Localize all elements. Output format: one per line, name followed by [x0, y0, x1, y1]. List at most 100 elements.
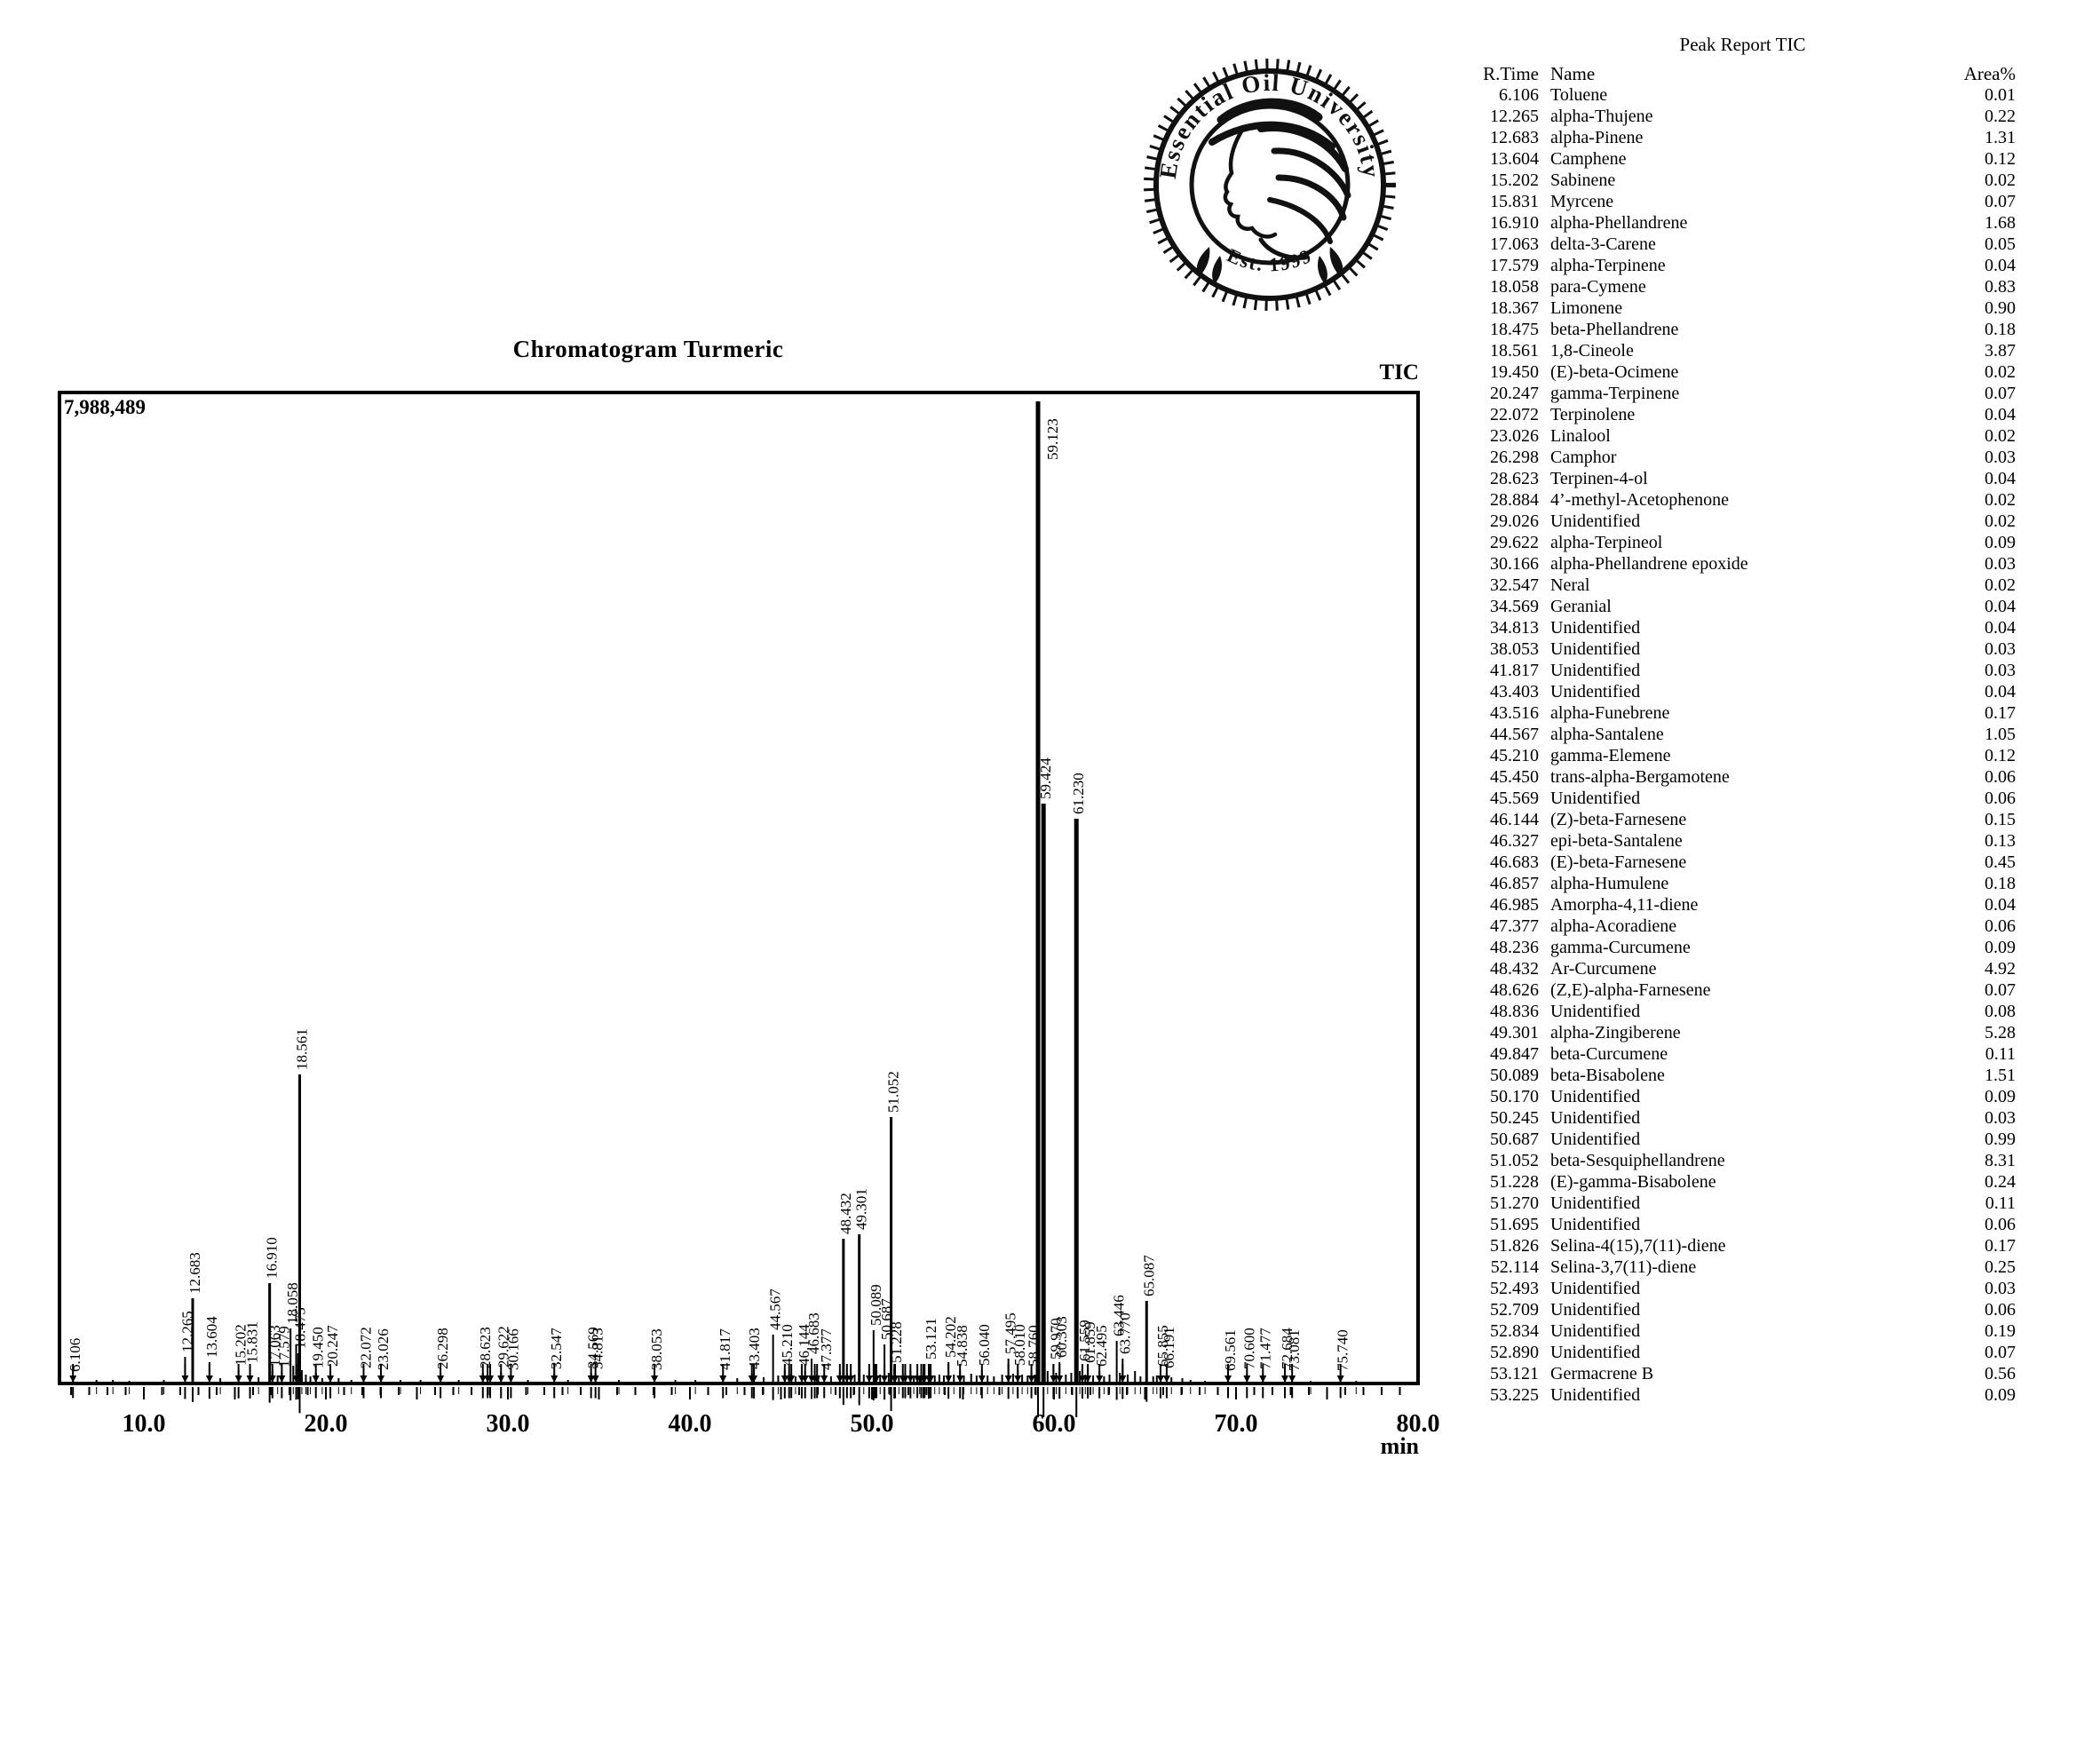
cell-name: Unidentified: [1550, 639, 1641, 659]
cell-area: 0.06: [1985, 1300, 2016, 1320]
logo-woman-face-art: [1196, 98, 1351, 284]
cell-area: 1.05: [1985, 725, 2016, 744]
y-full-scale-label: 7,988,489: [64, 396, 146, 418]
cell-name: alpha-Zingiberene: [1550, 1023, 1681, 1042]
cell-area: 0.07: [1985, 980, 2016, 1000]
peak-rt-label: 54.202: [942, 1316, 959, 1358]
peak-arrow-icon: [1162, 1375, 1170, 1383]
peak-arrow-icon: [1056, 1375, 1064, 1383]
cell-rtime: 18.058: [1490, 277, 1539, 297]
table-row: 6.106 Toluene 0.01: [1470, 84, 2016, 106]
peak-rt-label: 51.052: [885, 1071, 902, 1113]
cell-name: Amorpha-4,11-diene: [1550, 895, 1699, 915]
peak-arrow-icon: [205, 1375, 213, 1383]
peak-arrow-icon: [278, 1375, 286, 1383]
peak-arrow-icon: [327, 1375, 335, 1383]
peak-arrow-icon: [1224, 1375, 1232, 1383]
cell-rtime: 18.475: [1490, 320, 1539, 339]
signal-type-label: TIC: [1379, 361, 1419, 384]
table-row: 18.561 1,8-Cineole 3.87: [1470, 340, 2016, 361]
cell-rtime: 46.327: [1490, 831, 1539, 851]
cell-name: beta-Phellandrene: [1550, 320, 1679, 339]
peak-arrow-icon: [901, 1375, 909, 1383]
table-row: 29.026 Unidentified 0.02: [1470, 511, 2016, 532]
peak-arrow-icon: [907, 1375, 915, 1383]
cell-rtime: 41.817: [1490, 661, 1539, 680]
cell-area: 1.51: [1985, 1066, 2016, 1085]
table-row: 38.053 Unidentified 0.03: [1470, 638, 2016, 660]
peak-rt-label: 66.191: [1161, 1327, 1177, 1368]
peak-arrow-icon: [651, 1375, 659, 1383]
essential-oil-university-logo: Essential Oil University Est. 1999: [1144, 59, 1396, 311]
peak-rt-label: 15.831: [244, 1321, 261, 1363]
peak-rt-label: 57.495: [1002, 1312, 1019, 1354]
cell-area: 0.56: [1985, 1364, 2016, 1383]
cell-rtime: 19.450: [1490, 362, 1539, 382]
peak-arrow-icon: [1259, 1375, 1267, 1383]
cell-area: 1.68: [1985, 213, 2016, 233]
cell-name: Unidentified: [1550, 1343, 1641, 1362]
cell-rtime: 48.432: [1490, 959, 1539, 979]
cell-name: Myrcene: [1550, 192, 1614, 211]
cell-rtime: 53.225: [1490, 1385, 1539, 1405]
peak-rt-label: 34.813: [590, 1328, 606, 1369]
peak-rt-label: 49.301: [853, 1188, 870, 1230]
logo-inner-ring: [1189, 104, 1351, 266]
peak-rt-label: 59.424: [1037, 757, 1054, 799]
table-row: 51.270 Unidentified 0.11: [1470, 1193, 2016, 1214]
peak-arrow-icon: [927, 1375, 935, 1383]
cell-area: 0.04: [1985, 405, 2016, 424]
peak-arrow-icon: [246, 1375, 254, 1383]
table-row: 46.683 (E)-beta-Farnesene 0.45: [1470, 852, 2016, 873]
peak-arrow-icon: [788, 1375, 796, 1383]
peak-rt-label: 60.303: [1053, 1316, 1070, 1358]
peak-rt-label: 61.559: [1076, 1320, 1093, 1361]
cell-rtime: 50.170: [1490, 1087, 1539, 1106]
peak-table-title: Peak Report TIC: [1679, 34, 1806, 55]
cell-area: 0.04: [1985, 469, 2016, 488]
table-row: 29.622 alpha-Terpineol 0.09: [1470, 532, 2016, 553]
cell-name: Terpinen-4-ol: [1550, 469, 1648, 488]
table-row: 47.377 alpha-Acoradiene 0.06: [1470, 916, 2016, 937]
cell-name: epi-beta-Santalene: [1550, 831, 1683, 851]
cell-area: 8.31: [1985, 1151, 2016, 1170]
table-row: 52.834 Unidentified 0.19: [1470, 1320, 2016, 1342]
x-tick-label: 60.0: [1033, 1410, 1076, 1438]
cell-rtime: 46.144: [1490, 810, 1539, 829]
x-tick-label: 50.0: [851, 1410, 894, 1438]
peak-rt-label: 63.446: [1111, 1295, 1128, 1336]
cell-name: Unidentified: [1550, 1087, 1641, 1106]
cell-area: 0.11: [1985, 1044, 2016, 1064]
peak-rt-label: 46.683: [805, 1312, 822, 1354]
cell-name: 4’-methyl-Acetophenone: [1550, 490, 1730, 510]
table-row: 18.475 beta-Phellandrene 0.18: [1470, 319, 2016, 340]
cell-area: 0.17: [1985, 703, 2016, 723]
logo-spiked-ring: [1144, 59, 1396, 311]
peak-rt-label: 41.817: [717, 1328, 733, 1370]
cell-rtime: 52.709: [1490, 1300, 1539, 1320]
peak-arrow-icon: [873, 1375, 881, 1383]
column-header-name: Name: [1550, 63, 1596, 84]
peak-arrow-icon: [69, 1375, 77, 1383]
cell-rtime: 48.626: [1490, 980, 1539, 1000]
cell-rtime: 32.547: [1490, 575, 1539, 595]
cell-rtime: 16.910: [1490, 213, 1539, 233]
peak-rt-label: 43.403: [746, 1328, 763, 1369]
cell-area: 0.02: [1985, 362, 2016, 382]
table-row: 53.121 Germacrene B 0.56: [1470, 1363, 2016, 1384]
peak-arrow-icon: [1157, 1375, 1165, 1383]
peak-arrow-icon: [836, 1375, 844, 1383]
cell-rtime: 18.561: [1490, 341, 1539, 361]
table-row: 46.985 Amorpha-4,11-diene 0.04: [1470, 894, 2016, 916]
cell-rtime: 29.622: [1490, 533, 1539, 552]
peak-arrow-icon: [497, 1375, 505, 1383]
peak-arrow-icon: [719, 1375, 727, 1383]
cell-name: beta-Bisabolene: [1550, 1066, 1665, 1085]
table-row: 51.826 Selina-4(15),7(11)-diene 0.17: [1470, 1235, 2016, 1257]
cell-area: 0.03: [1985, 1108, 2016, 1128]
chart-title: Chromatogram Turmeric: [512, 336, 784, 362]
table-row: 22.072 Terpinolene 0.04: [1470, 404, 2016, 425]
cell-name: alpha-Acoradiene: [1550, 916, 1677, 936]
